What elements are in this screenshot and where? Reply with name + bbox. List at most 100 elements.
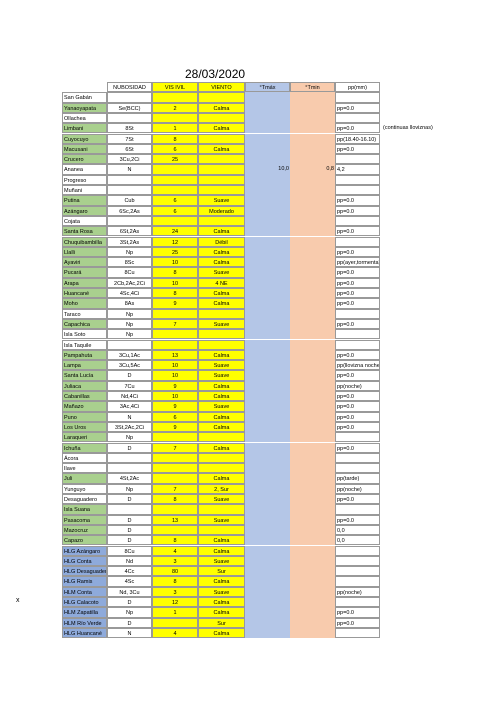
cell: Nd — [107, 555, 152, 567]
station-name: Arapa — [62, 277, 107, 288]
cell: pp=0.0 — [335, 226, 380, 237]
cell: Calma — [198, 442, 245, 453]
cell: pp=0.0 — [335, 195, 380, 206]
station-name: HLG Calacoto — [62, 597, 107, 608]
cell — [245, 494, 290, 505]
cell — [152, 452, 198, 464]
cell: Calma — [198, 411, 245, 422]
cell — [198, 432, 245, 443]
cell — [335, 555, 380, 567]
cell — [245, 267, 290, 278]
cell — [290, 421, 335, 433]
cell: 8 — [152, 576, 198, 587]
cell: 4 — [152, 545, 198, 556]
cell: N — [107, 627, 152, 639]
cell — [198, 174, 245, 185]
cell: 25 — [152, 154, 198, 165]
cell — [245, 473, 290, 484]
cell — [290, 411, 335, 422]
cell: Calma — [198, 349, 245, 361]
station-name: HLM Río Verde — [62, 617, 107, 628]
cell — [335, 597, 380, 608]
cell: 9 — [152, 380, 198, 391]
station-name: Capazo — [62, 535, 107, 546]
station-name: Taraco — [62, 308, 107, 319]
cell — [290, 246, 335, 258]
cell: Cub — [107, 195, 152, 206]
cell — [198, 463, 245, 474]
cell — [245, 360, 290, 371]
cell: pp=0.0 — [335, 514, 380, 525]
cell: pp=0.0 — [335, 401, 380, 412]
cell: 7 — [152, 442, 198, 453]
cell: Calma — [198, 391, 245, 402]
cell — [290, 236, 335, 247]
station-name: Mañazo — [62, 401, 107, 412]
cell — [290, 555, 335, 567]
cell — [290, 380, 335, 391]
cell — [245, 504, 290, 515]
cell — [245, 514, 290, 525]
cell: 2 — [152, 102, 198, 113]
cell — [152, 215, 198, 227]
station-name: Isla Soto — [62, 329, 107, 340]
cell: 8 — [152, 133, 198, 144]
cell: 10 — [152, 360, 198, 371]
cell: pp=0.0 — [335, 349, 380, 361]
cell: pp=0.0 — [335, 246, 380, 258]
cell — [107, 452, 152, 464]
cell: Calma — [198, 627, 245, 639]
cell — [335, 504, 380, 515]
cell — [152, 524, 198, 536]
cell — [290, 298, 335, 309]
cell — [152, 185, 198, 196]
cell: Nd,4Ci — [107, 391, 152, 402]
cell: Calma — [198, 298, 245, 309]
cell: 1 — [152, 123, 198, 134]
cell — [245, 349, 290, 361]
cell: Suave — [198, 586, 245, 597]
cell — [335, 566, 380, 577]
cell — [245, 102, 290, 113]
station-name: Progreso — [62, 174, 107, 185]
cell: Np — [107, 329, 152, 340]
cell — [290, 112, 335, 124]
cell: Débil — [198, 236, 245, 247]
station-name: Santa Lucía — [62, 370, 107, 381]
cell: Calma — [198, 473, 245, 484]
cell — [107, 504, 152, 515]
cell — [198, 185, 245, 196]
cell: pp=0.0 — [335, 411, 380, 422]
cell: 6 — [152, 143, 198, 155]
cell: 7 — [152, 483, 198, 494]
cell: 6 — [152, 195, 198, 206]
note: (continuas lloviznas) — [383, 125, 433, 132]
cell — [198, 112, 245, 124]
cell — [245, 401, 290, 412]
station-name: Lampa — [62, 360, 107, 371]
cell — [290, 288, 335, 299]
column-header: VIENTO — [198, 82, 245, 93]
cell — [290, 257, 335, 268]
station-name: San Gabán — [62, 92, 107, 103]
cell — [290, 102, 335, 113]
cell: pp(llovizna noche) — [335, 360, 380, 371]
cell — [245, 318, 290, 330]
cell: pp=0.0 — [335, 617, 380, 628]
cell: 9 — [152, 401, 198, 412]
cell — [107, 174, 152, 185]
cell: pp=0.0 — [335, 277, 380, 288]
cell — [290, 391, 335, 402]
station-name: Macusani — [62, 143, 107, 155]
station-name: Ilave — [62, 463, 107, 474]
station-name: Ichuña — [62, 442, 107, 453]
cell — [290, 349, 335, 361]
cell: 8 — [152, 267, 198, 278]
station-name: Isla Taquile — [62, 339, 107, 350]
cell — [245, 391, 290, 402]
cell: Calma — [198, 257, 245, 268]
station-name: Azángaro — [62, 205, 107, 216]
cell — [335, 112, 380, 124]
cell: D — [107, 514, 152, 525]
cell — [290, 586, 335, 597]
